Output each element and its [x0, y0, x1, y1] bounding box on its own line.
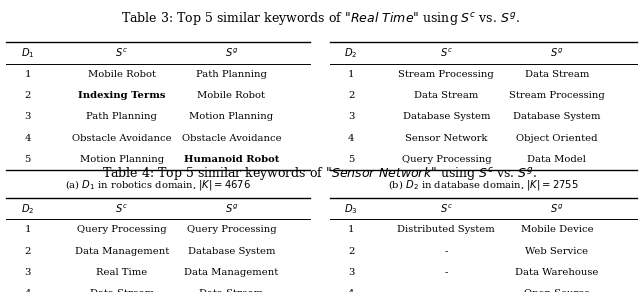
Text: Distributed System: Distributed System: [397, 225, 495, 234]
Text: Stream Processing: Stream Processing: [399, 70, 494, 79]
Text: Real Time: Real Time: [96, 268, 148, 277]
Text: $S^c$: $S^c$: [115, 47, 129, 59]
Text: $D_1$: $D_1$: [21, 46, 35, 60]
Text: $D_3$: $D_3$: [344, 202, 358, 215]
Text: 3: 3: [24, 112, 31, 121]
Text: -: -: [445, 289, 448, 292]
Text: $S^c$: $S^c$: [440, 47, 452, 59]
Text: $S^g$: $S^g$: [550, 47, 564, 59]
Text: $S^g$: $S^g$: [550, 202, 564, 215]
Text: Path Planning: Path Planning: [196, 70, 267, 79]
Text: $S^c$: $S^c$: [115, 202, 129, 215]
Text: 3: 3: [348, 112, 355, 121]
Text: $D_2$: $D_2$: [344, 46, 358, 60]
Text: Data Model: Data Model: [527, 155, 586, 164]
Text: $S^g$: $S^g$: [225, 202, 238, 215]
Text: Mobile Robot: Mobile Robot: [197, 91, 266, 100]
Text: Mobile Device: Mobile Device: [520, 225, 593, 234]
Text: Humanoid Robot: Humanoid Robot: [184, 155, 279, 164]
Text: 1: 1: [24, 70, 31, 79]
Text: Data Stream: Data Stream: [90, 289, 154, 292]
Text: 5: 5: [24, 155, 31, 164]
Text: (a) $D_1$ in robotics domain, $|K| = 4676$: (a) $D_1$ in robotics domain, $|K| = 467…: [65, 178, 252, 192]
Text: 2: 2: [24, 91, 31, 100]
Text: 2: 2: [24, 247, 31, 256]
Text: 3: 3: [24, 268, 31, 277]
Text: 4: 4: [24, 289, 31, 292]
Text: Object Oriented: Object Oriented: [516, 134, 598, 143]
Text: Obstacle Avoidance: Obstacle Avoidance: [72, 134, 172, 143]
Text: Data Management: Data Management: [75, 247, 169, 256]
Text: -: -: [445, 268, 448, 277]
Text: Database System: Database System: [403, 112, 490, 121]
Text: Web Service: Web Service: [525, 247, 589, 256]
Text: Open Source: Open Source: [524, 289, 590, 292]
Text: Path Planning: Path Planning: [86, 112, 157, 121]
Text: 4: 4: [24, 134, 31, 143]
Text: Stream Processing: Stream Processing: [509, 91, 605, 100]
Text: Motion Planning: Motion Planning: [189, 112, 273, 121]
Text: Query Processing: Query Processing: [401, 155, 491, 164]
Text: 1: 1: [348, 225, 355, 234]
Text: Data Management: Data Management: [184, 268, 278, 277]
Text: 2: 2: [348, 91, 355, 100]
Text: $S^c$: $S^c$: [440, 202, 452, 215]
Text: 2: 2: [348, 247, 355, 256]
Text: Data Stream: Data Stream: [525, 70, 589, 79]
Text: 1: 1: [24, 225, 31, 234]
Text: Sensor Network: Sensor Network: [405, 134, 488, 143]
Text: Data Stream: Data Stream: [199, 289, 264, 292]
Text: Table 4: Top 5 similar keywords of "$\mathit{Sensor\ Network}$" using $S^c$ vs. : Table 4: Top 5 similar keywords of "$\ma…: [102, 165, 538, 182]
Text: Mobile Robot: Mobile Robot: [88, 70, 156, 79]
Text: $D_2$: $D_2$: [21, 202, 35, 215]
Text: 4: 4: [348, 289, 355, 292]
Text: 3: 3: [348, 268, 355, 277]
Text: (b) $D_2$ in database domain, $|K| = 2755$: (b) $D_2$ in database domain, $|K| = 275…: [388, 178, 579, 192]
Text: Query Processing: Query Processing: [186, 225, 276, 234]
Text: Database System: Database System: [513, 112, 601, 121]
Text: Motion Planning: Motion Planning: [80, 155, 164, 164]
Text: Indexing Terms: Indexing Terms: [78, 91, 166, 100]
Text: Obstacle Avoidance: Obstacle Avoidance: [182, 134, 281, 143]
Text: Data Stream: Data Stream: [414, 91, 479, 100]
Text: 1: 1: [348, 70, 355, 79]
Text: 4: 4: [348, 134, 355, 143]
Text: 5: 5: [348, 155, 355, 164]
Text: Query Processing: Query Processing: [77, 225, 167, 234]
Text: Database System: Database System: [188, 247, 275, 256]
Text: Table 3: Top 5 similar keywords of "$\mathit{Real\ Time}$" using $S^c$ vs. $S^g$: Table 3: Top 5 similar keywords of "$\ma…: [120, 10, 520, 27]
Text: Data Warehouse: Data Warehouse: [515, 268, 598, 277]
Text: -: -: [445, 247, 448, 256]
Text: $S^g$: $S^g$: [225, 47, 238, 59]
